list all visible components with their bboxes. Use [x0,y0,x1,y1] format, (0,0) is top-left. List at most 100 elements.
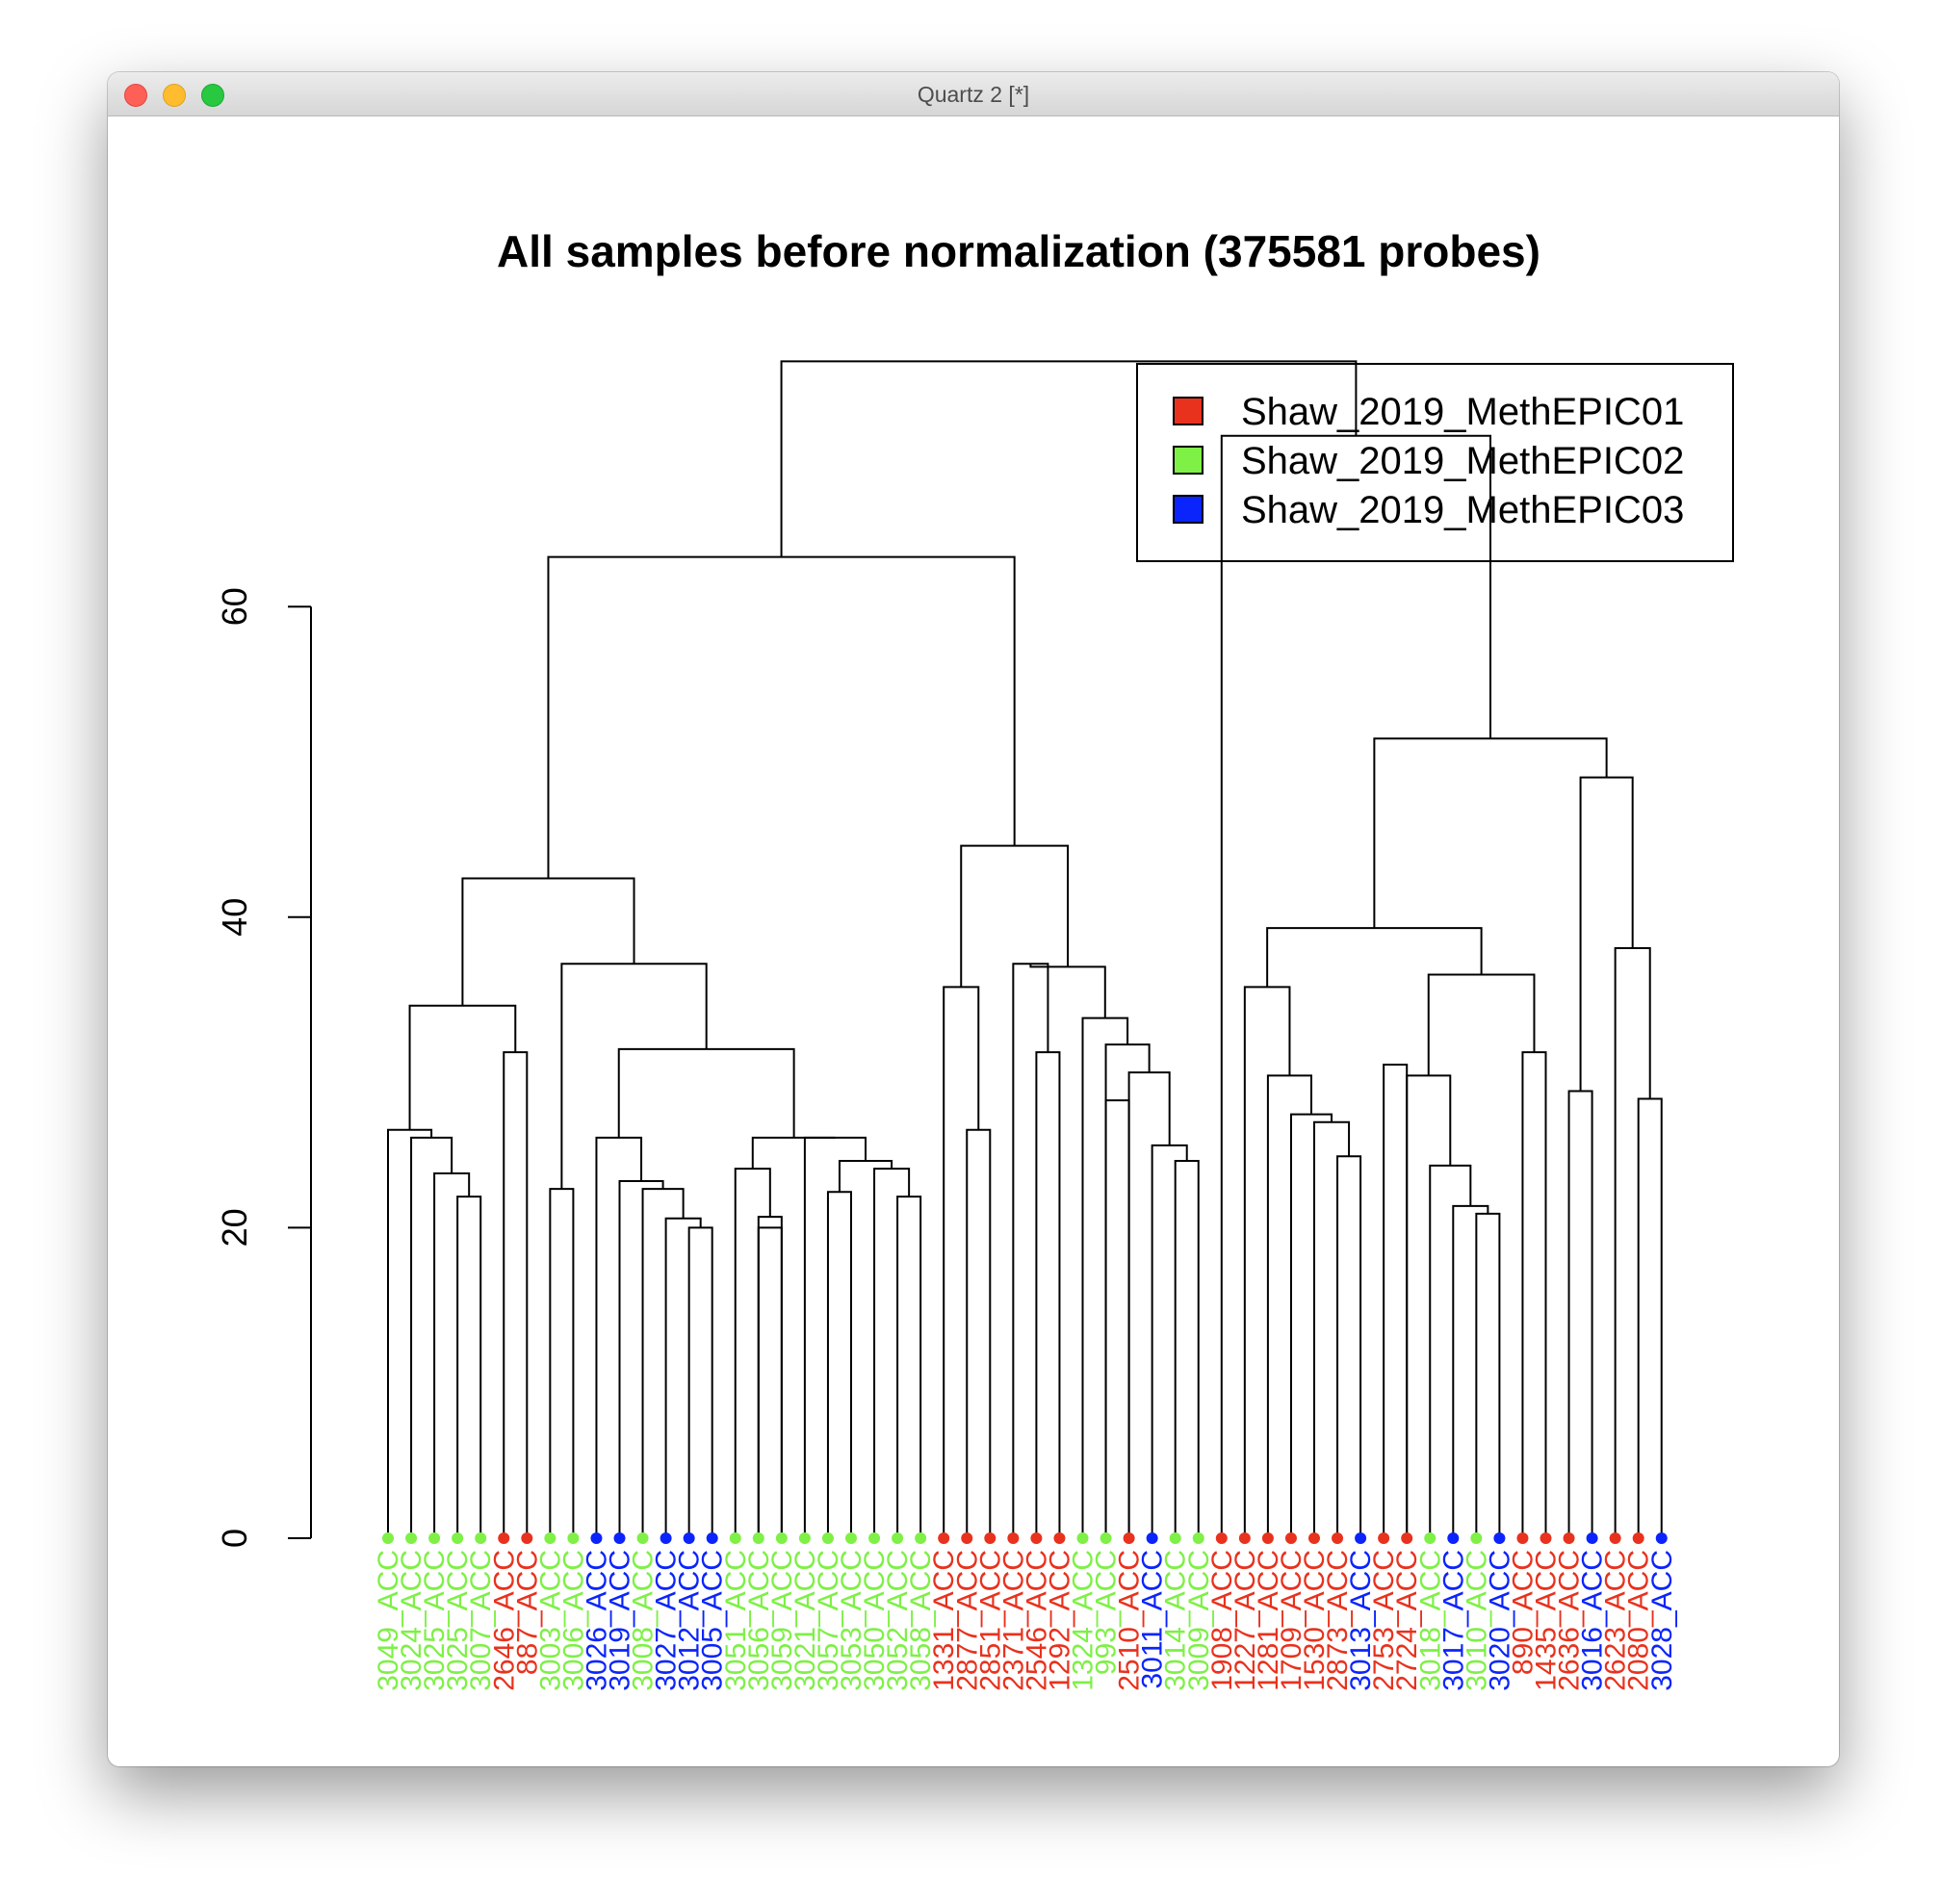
dendrogram-branch [1475,1212,1501,1538]
leaf-point [382,1532,394,1544]
leaf-point [1632,1532,1644,1544]
dendrogram-branch [410,1136,453,1538]
dendrogram-branch [1521,1051,1547,1538]
leaf-point [775,1532,788,1544]
dendrogram-branch [1012,963,1049,1538]
leaf-point [798,1532,811,1544]
leaf-point [1192,1532,1204,1544]
leaf-point [1238,1532,1251,1544]
dendrogram-branch [1104,1043,1151,1538]
leaf-label: 3027_ACC [651,1550,683,1691]
dendrogram-branch [757,1216,783,1538]
leaf-point [845,1532,857,1544]
leaf-label: 3057_ACC [813,1550,844,1691]
leaf-label: 2851_ACC [974,1550,1006,1691]
close-button[interactable] [124,84,147,107]
dendrogram-branch [1429,1164,1472,1538]
leaf-label: 3010_ACC [1461,1550,1492,1691]
leaf-point [1609,1532,1621,1544]
leaf-point [498,1532,510,1544]
leaf-point [1563,1532,1575,1544]
leaf-label: 1227_ACC [1229,1550,1261,1691]
leaf-label: 2371_ACC [997,1550,1029,1691]
leaf-label: 3053_ACC [836,1550,867,1691]
dendrogram-branch [826,1191,852,1538]
dendrogram-branch [1406,1074,1452,1538]
leaf-point [1655,1532,1668,1544]
leaf-point [1007,1532,1020,1544]
leaf-point [821,1532,834,1544]
leaf-point [1355,1532,1367,1544]
leaf-label: 3012_ACC [674,1550,706,1691]
dendrogram-branch [1383,1064,1409,1538]
leaf-label: 3003_ACC [534,1550,566,1691]
dendrogram-branch [1104,1099,1130,1538]
dendrogram-branch [751,1136,836,1170]
chart-title: All samples before normalization (375581… [497,226,1540,276]
leaf-point [544,1532,556,1544]
leaf-label: 3059_ACC [766,1550,798,1691]
leaf-label: 3028_ACC [1646,1550,1678,1691]
leaf-label: 2510_ACC [1114,1550,1146,1691]
leaf-point [613,1532,626,1544]
leaf-label: 993_ACC [1091,1550,1123,1675]
leaf-point [961,1532,973,1544]
leaf-point [729,1532,741,1544]
leaf-label: 3011_ACC [1137,1550,1169,1689]
dendrogram-branch [433,1171,471,1538]
leaf-label: 2546_ACC [1021,1550,1052,1691]
leaf-point [660,1532,672,1544]
dendrogram-branch [408,1004,517,1130]
dendrogram-branch [1373,737,1608,929]
leaf-point [1378,1532,1390,1544]
leaf-label: 2646_ACC [488,1550,520,1691]
leaf-label: 1292_ACC [1044,1550,1075,1691]
dendrogram-branch [896,1196,922,1538]
leaf-label: 3058_ACC [905,1550,937,1691]
leaf-label: 3026_ACC [581,1550,612,1691]
leaf-label: 1331_ACC [928,1550,960,1691]
leaf-point [1332,1532,1344,1544]
title-bar[interactable]: Quartz 2 [*] [108,72,1839,116]
dendrogram-branch [1035,1051,1061,1538]
leaf-point [1424,1532,1436,1544]
leaf-point [1540,1532,1552,1544]
leaf-point [984,1532,996,1544]
leaf-label: 3006_ACC [557,1550,589,1691]
leaf-label: 3025_ACC [442,1550,474,1691]
leaf-point [1053,1532,1066,1544]
leaf-point [1470,1532,1483,1544]
leaf-label: 2623_ACC [1600,1550,1632,1691]
leaf-label: 3024_ACC [396,1550,427,1691]
legend-label: Shaw_2019_MethEPIC03 [1241,489,1684,531]
dendrogram-branch [873,1168,911,1538]
leaf-label: 3013_ACC [1345,1550,1377,1691]
leaf-label: 3049_ACC [373,1550,404,1691]
legend-swatch [1173,397,1203,425]
zoom-button[interactable] [201,84,224,107]
leaf-point [475,1532,487,1544]
dendrogram-branch [617,1047,795,1138]
dendrogram-branch [1427,973,1536,1076]
leaf-label: 887_ACC [511,1550,543,1675]
leaf-point [1169,1532,1181,1544]
leaf-label: 3014_ACC [1160,1550,1192,1691]
leaf-label: 3018_ACC [1414,1550,1446,1691]
dendrogram-branch [456,1196,482,1538]
minimize-button[interactable] [163,84,186,107]
dendrogram-branch [757,1226,783,1538]
leaf-label: 3005_ACC [697,1550,729,1691]
dendrogram-branch [960,844,1070,988]
dendrogram-branch [595,1136,643,1538]
leaf-label: 3051_ACC [720,1550,752,1691]
dendrogram-branch [1266,927,1483,988]
dendrogram-branch [664,1217,702,1538]
y-tick-label: 0 [215,1529,254,1548]
leaf-point [915,1532,927,1544]
dendrogram-branch [1637,1097,1663,1538]
leaf-label: 2873_ACC [1322,1550,1354,1691]
leaf-label: 3017_ACC [1437,1550,1469,1691]
dendrogram-branch [1567,1090,1593,1538]
dendrogram-branch [549,1188,575,1538]
legend-swatch [1173,446,1203,475]
